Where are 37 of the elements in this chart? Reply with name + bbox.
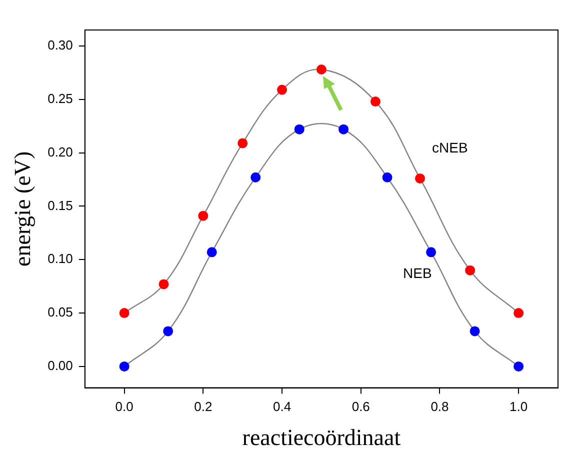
point xyxy=(158,279,169,290)
x-tick-label: 0.6 xyxy=(352,399,370,414)
point xyxy=(294,124,304,134)
x-tick-label: 1.0 xyxy=(510,399,528,414)
point xyxy=(370,96,380,107)
y-tick-label: 0.20 xyxy=(48,144,73,160)
y-axis-title: energie (eV) xyxy=(10,151,35,266)
point xyxy=(316,64,326,75)
series-label: NEB xyxy=(403,265,432,282)
point xyxy=(382,172,392,182)
point xyxy=(206,247,217,258)
point xyxy=(163,326,174,336)
series-label: cNEB xyxy=(432,139,468,156)
point xyxy=(470,326,480,336)
point xyxy=(250,172,261,182)
point xyxy=(514,308,524,318)
y-tick-label: 0.10 xyxy=(48,251,73,266)
x-tick-label: 0.4 xyxy=(272,399,292,414)
point xyxy=(119,361,130,372)
x-tick-label: 0.0 xyxy=(115,399,134,414)
point xyxy=(415,173,426,184)
y-tick-label: 0.05 xyxy=(48,304,73,320)
y-tick-label: 0.15 xyxy=(48,198,73,213)
point xyxy=(198,210,208,221)
x-tick-label: 0.8 xyxy=(430,399,449,414)
point xyxy=(338,124,349,134)
x-tick-label: 0.2 xyxy=(194,399,212,414)
point xyxy=(238,138,248,148)
y-tick-label: 0.25 xyxy=(48,91,73,106)
y-tick-label: 0.00 xyxy=(48,358,73,374)
x-axis-title: reactiecoördinaat xyxy=(242,425,402,450)
point xyxy=(465,265,476,276)
point xyxy=(119,308,130,318)
point xyxy=(426,247,436,258)
point xyxy=(277,84,288,95)
point xyxy=(514,361,524,372)
y-tick-label: 0.30 xyxy=(48,38,73,53)
